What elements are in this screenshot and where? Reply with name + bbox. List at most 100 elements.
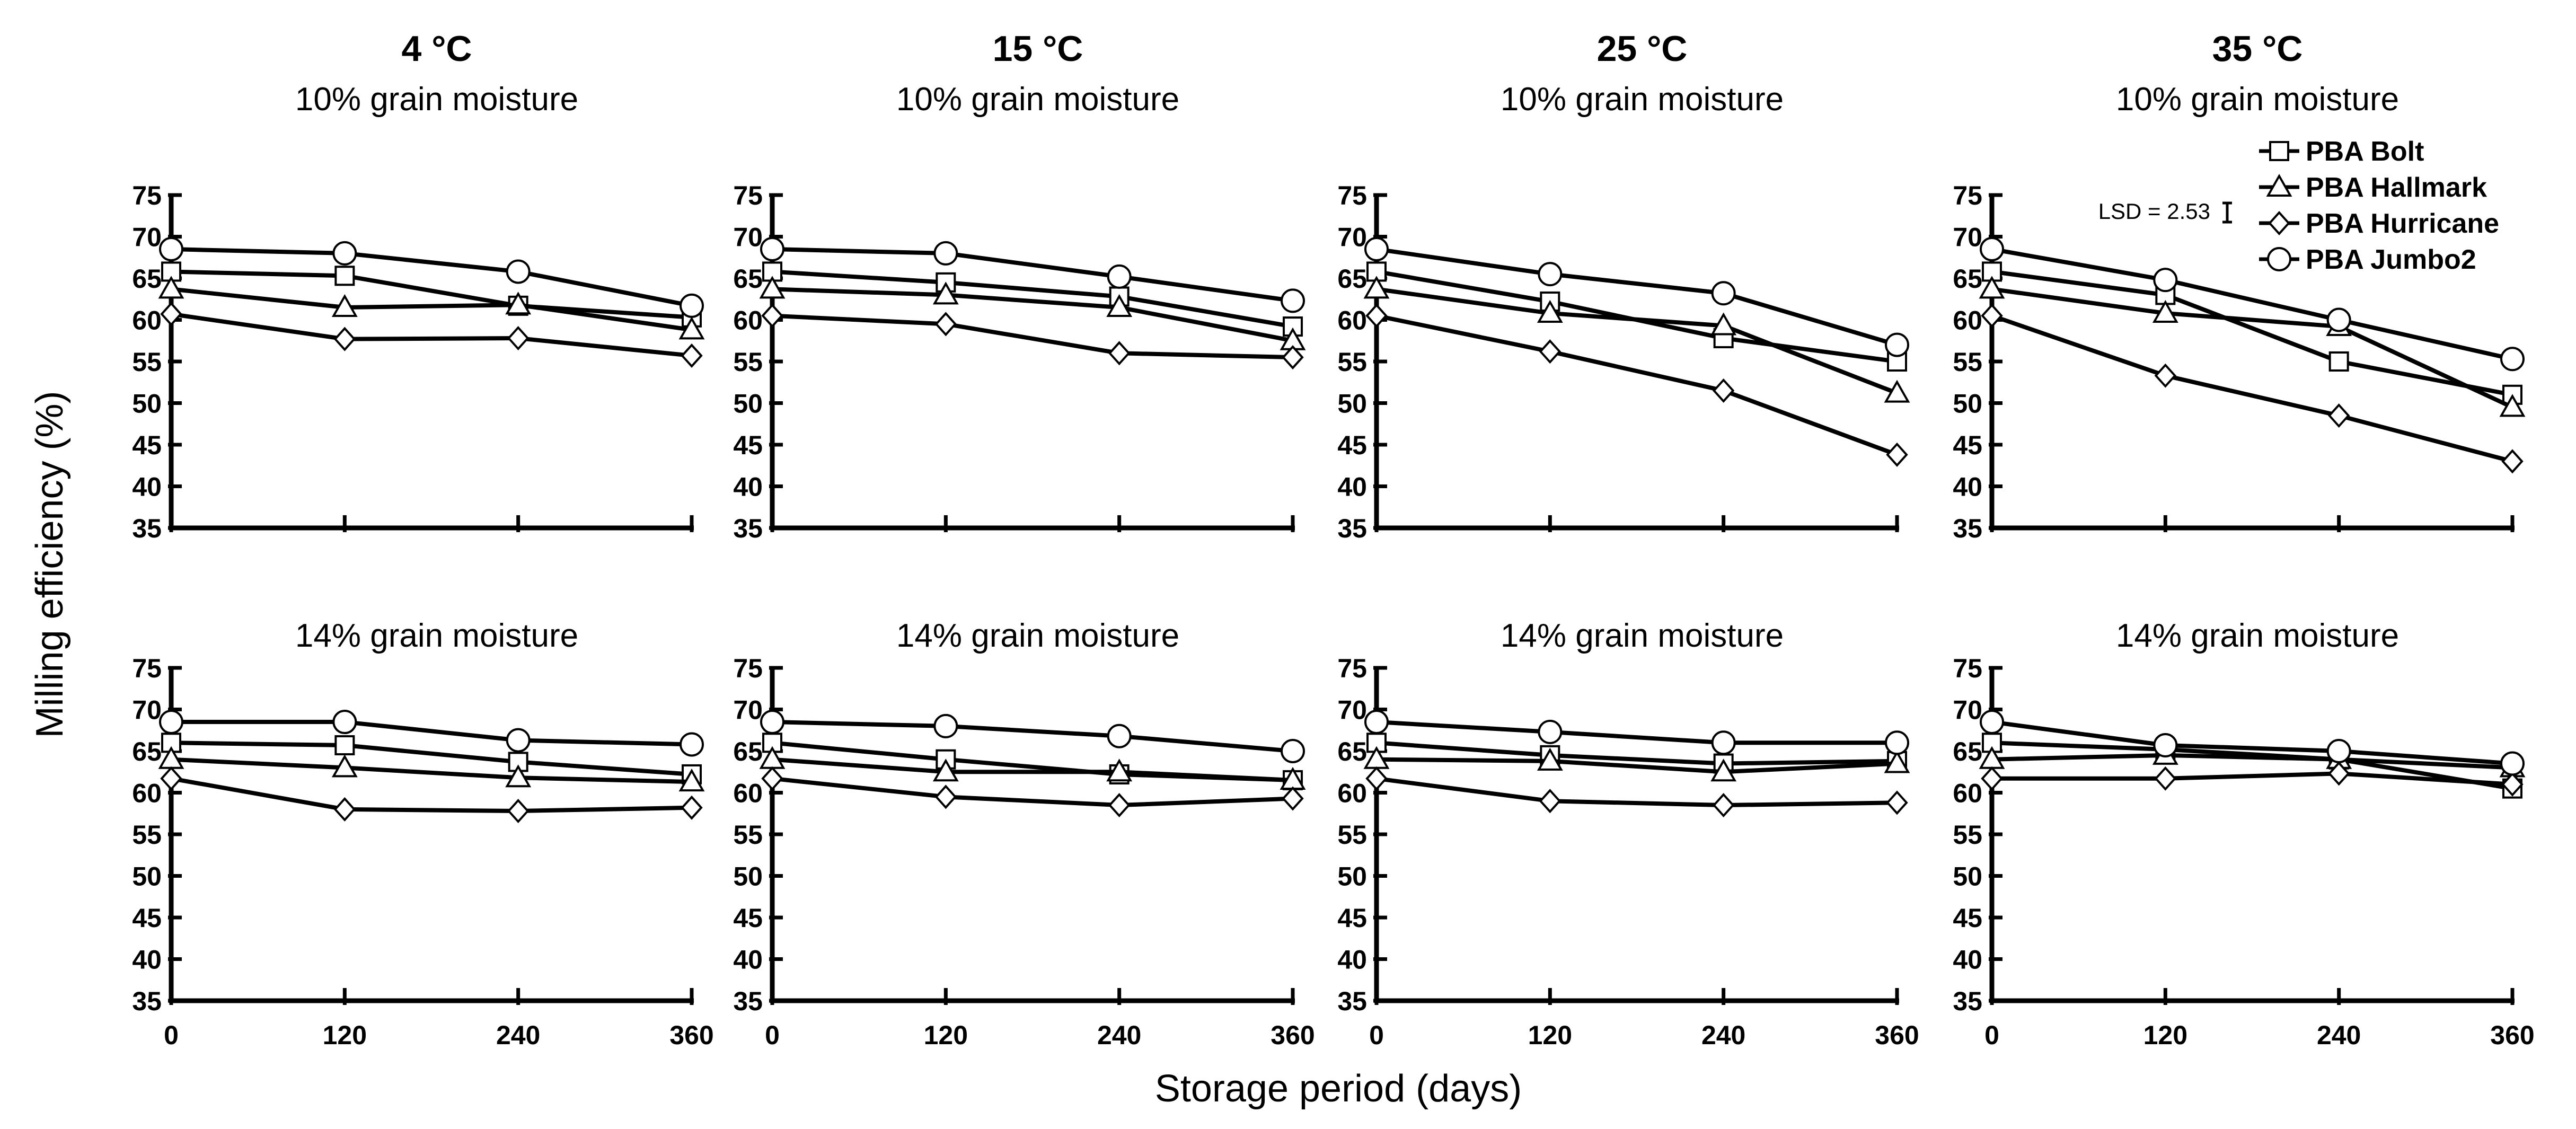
- axes: [169, 195, 694, 531]
- data-point-triangle: [505, 292, 532, 315]
- x-tick-label: 360: [2490, 1020, 2534, 1050]
- data-point-diamond: [1539, 789, 1562, 814]
- data-point-circle: [1980, 710, 2004, 735]
- data-point-diamond: [2154, 363, 2177, 388]
- y-tick-label: 60: [733, 306, 763, 336]
- moisture-title: 14% grain moisture: [2116, 618, 2399, 654]
- data-point-diamond: [2327, 403, 2350, 428]
- data-point-circle: [506, 728, 531, 753]
- axes: [1989, 668, 2515, 1003]
- series-pba-hurricane: [1981, 303, 2524, 474]
- data-point-diamond: [2154, 766, 2177, 791]
- data-point-circle: [1711, 730, 1736, 755]
- x-tick-label: 240: [496, 1020, 540, 1050]
- data-point-triangle: [158, 276, 184, 299]
- data-point-circle: [2326, 307, 2351, 332]
- series-line: [171, 269, 692, 320]
- y-tick-label: 75: [132, 181, 162, 210]
- y-tick-label: 60: [132, 306, 162, 336]
- data-point-circle: [1538, 719, 1563, 744]
- y-tick-label: 50: [1953, 862, 1982, 892]
- series-pba-jumbo2: [159, 237, 704, 318]
- y-tick-label: 60: [132, 779, 162, 808]
- data-point-triangle: [678, 769, 705, 792]
- y-tick-label: 60: [1337, 306, 1367, 336]
- series-pba-hallmark: [1363, 746, 1910, 782]
- legend-label: PBA Hallmark: [2306, 172, 2487, 203]
- y-tick-label: 35: [1953, 986, 1982, 1016]
- data-point-circle: [2500, 347, 2525, 372]
- temperature-title: 25 °C: [1597, 29, 1688, 69]
- data-point-circle: [760, 237, 784, 262]
- x-tick-label: 240: [2317, 1020, 2361, 1050]
- data-point-diamond: [1712, 793, 1735, 818]
- data-point-circle: [159, 710, 183, 735]
- data-point-circle: [332, 710, 357, 735]
- y-tick-label: 55: [1953, 347, 1982, 377]
- y-tick-label: 45: [132, 430, 162, 460]
- axes: [169, 668, 694, 1003]
- lsd-error-bar: [2222, 201, 2232, 224]
- x-axis-label: Storage period (days): [1155, 1068, 1522, 1110]
- series-pba-jumbo2: [1980, 710, 2525, 776]
- data-point-diamond: [1365, 766, 1388, 791]
- y-tick-label: 55: [1337, 347, 1367, 377]
- series-pba-hallmark: [1363, 276, 1910, 403]
- y-tick-label: 70: [1953, 695, 1982, 725]
- series-pba-hurricane: [1365, 766, 1908, 818]
- series-line: [1991, 313, 2513, 464]
- series-line: [171, 720, 692, 747]
- axes: [770, 668, 1295, 1003]
- y-tick-label: 45: [132, 903, 162, 933]
- y-tick-label: 35: [132, 986, 162, 1016]
- legend-item-pba-bolt: PBA Bolt: [2259, 136, 2424, 167]
- data-point-diamond: [2327, 761, 2350, 786]
- y-tick-label: 40: [1953, 945, 1982, 975]
- data-point-triangle: [331, 754, 358, 778]
- y-tick-label: 65: [1953, 737, 1982, 766]
- y-tick-label: 70: [733, 695, 763, 725]
- y-tick-label: 45: [1337, 903, 1367, 933]
- series-line: [1991, 287, 2513, 409]
- x-tick-label: 0: [164, 1020, 179, 1050]
- temperature-title: 35 °C: [2212, 29, 2303, 69]
- data-point-triangle: [331, 294, 358, 317]
- moisture-title: 14% grain moisture: [295, 618, 578, 654]
- series-line: [1992, 771, 2513, 787]
- y-tick-label: 55: [733, 347, 763, 377]
- data-point-circle: [1107, 264, 1132, 289]
- y-tick-label: 35: [1337, 514, 1367, 543]
- data-point-circle: [1711, 281, 1736, 306]
- data-point-square: [334, 735, 355, 756]
- y-tick-label: 70: [132, 223, 162, 252]
- panel-4-c-10-grain-moisture: 4 °C 10% grain moisture 35 40 45 50 55 60 65 70 75: [132, 29, 705, 543]
- panel-25-c-10-grain-moisture: 25 °C 10% grain moisture 35 40 45 50 55 60 65 70 7…: [1337, 29, 1910, 543]
- axes: [1374, 668, 1899, 1003]
- y-tick-label: 70: [1953, 223, 1982, 252]
- data-point-circle: [933, 241, 958, 266]
- y-tick-label: 75: [1337, 181, 1367, 210]
- data-point-diamond: [333, 327, 356, 351]
- data-point-square: [2328, 351, 2349, 372]
- data-point-diamond: [1886, 790, 1908, 815]
- series-pba-hurricane: [1365, 303, 1908, 467]
- data-point-triangle: [1884, 380, 1910, 403]
- series-pba-hurricane: [160, 766, 703, 824]
- y-axis-label: Milling efficiency (%): [29, 391, 71, 738]
- data-point-diamond: [934, 784, 957, 809]
- data-point-diamond: [681, 795, 703, 820]
- data-point-diamond: [1712, 378, 1735, 403]
- series-line: [1376, 313, 1898, 457]
- y-tick-label: 40: [132, 472, 162, 502]
- series-pba-bolt: [762, 733, 1303, 790]
- data-point-diamond: [761, 766, 783, 791]
- y-tick-label: 45: [1953, 903, 1982, 933]
- y-tick-label: 75: [733, 654, 763, 683]
- data-point-diamond: [333, 797, 356, 822]
- x-tick-label: 240: [1701, 1020, 1745, 1050]
- data-point-circle: [1885, 730, 1909, 755]
- temperature-title: 15 °C: [993, 29, 1083, 69]
- data-point-circle: [1281, 739, 1305, 763]
- series-line: [772, 776, 1293, 808]
- panels-layer: 4 °C 10% grain moisture 35 40 45 50 55 60 65 70 75…: [132, 29, 2534, 1050]
